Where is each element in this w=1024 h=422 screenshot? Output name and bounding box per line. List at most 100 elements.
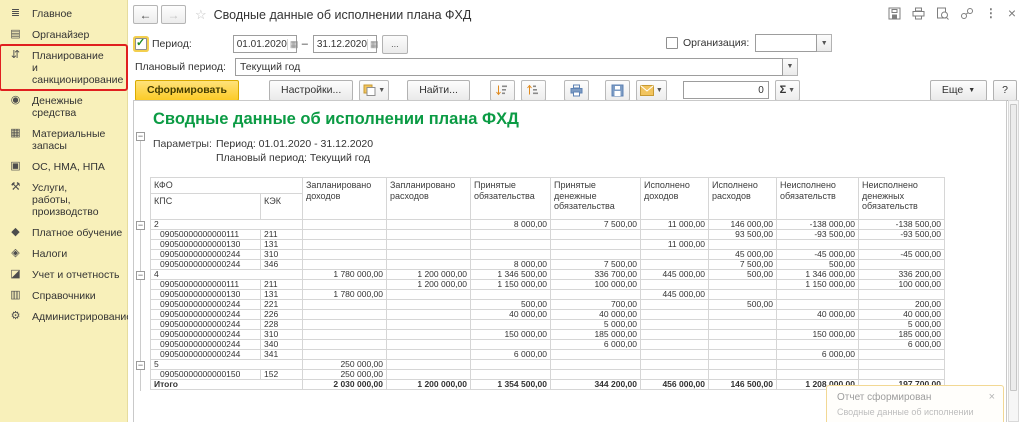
table-total-row[interactable]: Итого 2 030 000,00 1 200 000,00 1 354 500,0… bbox=[150, 379, 945, 390]
cell-value[interactable] bbox=[550, 249, 641, 260]
cell-value[interactable]: 6 000,00 bbox=[470, 349, 551, 360]
cell-value[interactable]: 7 500,00 bbox=[708, 259, 777, 270]
cell-value[interactable]: 1 150 000,00 bbox=[470, 279, 551, 290]
cell-value[interactable]: 40 000,00 bbox=[550, 309, 641, 320]
cell-kps[interactable]: 09050000000000244 bbox=[150, 339, 261, 350]
header-col[interactable]: Запланировано доходов bbox=[302, 177, 387, 220]
cell-kek[interactable]: 221 bbox=[260, 299, 303, 310]
table-row[interactable]: 09050000000000244 346 8 000,00 7 500,00 7 50… bbox=[150, 259, 945, 270]
sort-desc-button[interactable] bbox=[489, 79, 515, 101]
cell-value[interactable]: 11 000,00 bbox=[640, 239, 709, 250]
cell-kek[interactable]: 226 bbox=[260, 309, 303, 320]
header-col[interactable]: Принятые обязательства bbox=[470, 177, 551, 220]
cell-value[interactable] bbox=[302, 299, 387, 310]
cell-value[interactable] bbox=[386, 309, 471, 320]
cell-value[interactable] bbox=[302, 339, 387, 350]
table-row[interactable]: 09050000000000130 131 11 000,00 bbox=[150, 239, 945, 250]
cell-value[interactable] bbox=[470, 319, 551, 330]
cell-value[interactable]: 8 000,00 bbox=[470, 219, 551, 230]
cell-kps[interactable]: 09050000000000244 bbox=[150, 309, 261, 320]
table-row[interactable]: 09050000000000130 131 1 780 000,00 445 000,… bbox=[150, 289, 945, 300]
cell-value[interactable]: 8 000,00 bbox=[470, 259, 551, 270]
table-row[interactable]: 09050000000000150 152 250 000,00 bbox=[150, 369, 945, 380]
back-button[interactable]: ← bbox=[133, 5, 158, 24]
cell-kek[interactable]: 346 bbox=[260, 259, 303, 270]
cell-value[interactable]: 93 500,00 bbox=[708, 229, 777, 240]
cell-value[interactable]: 146 000,00 bbox=[708, 219, 777, 230]
cell-value[interactable] bbox=[386, 239, 471, 250]
cell-kfo-group[interactable]: 4 bbox=[150, 269, 303, 280]
cell-value[interactable] bbox=[776, 339, 859, 350]
cell-value[interactable]: 185 000,00 bbox=[550, 329, 641, 340]
cell-value[interactable] bbox=[386, 349, 471, 360]
toast-close-icon[interactable]: × bbox=[988, 391, 995, 403]
cell-value[interactable] bbox=[776, 369, 859, 380]
cell-value[interactable] bbox=[776, 289, 859, 300]
group-expander[interactable]: − bbox=[136, 220, 145, 230]
vertical-scrollbar[interactable] bbox=[1008, 100, 1019, 422]
cell-value[interactable] bbox=[858, 289, 945, 300]
cell-value[interactable] bbox=[470, 339, 551, 350]
table-row[interactable]: 09050000000000244 226 40 000,00 40 000,00 40… bbox=[150, 309, 945, 320]
cell-value[interactable] bbox=[386, 289, 471, 300]
cell-value[interactable]: 1 200 000,00 bbox=[386, 269, 471, 280]
cell-value[interactable]: 11 000,00 bbox=[640, 219, 709, 230]
cell-value[interactable]: 40 000,00 bbox=[858, 309, 945, 320]
cell-value[interactable]: 1 354 500,00 bbox=[470, 379, 551, 390]
cell-value[interactable] bbox=[708, 319, 777, 330]
sidebar-item-main[interactable]: ≣ Главное bbox=[0, 3, 127, 24]
plan-period-combo[interactable]: Текущий год bbox=[234, 57, 783, 76]
cell-value[interactable] bbox=[640, 369, 709, 380]
close-icon[interactable]: × bbox=[1007, 5, 1016, 21]
cell-value[interactable]: 250 000,00 bbox=[302, 369, 387, 380]
cell-value[interactable]: 40 000,00 bbox=[776, 309, 859, 320]
cell-value[interactable]: 344 200,00 bbox=[550, 379, 641, 390]
help-button[interactable]: ? bbox=[993, 79, 1017, 101]
period-from-field[interactable]: 01.01.2020 ▦ bbox=[232, 35, 298, 53]
cell-value[interactable]: 150 000,00 bbox=[776, 329, 859, 340]
cell-value[interactable] bbox=[640, 319, 709, 330]
cell-value[interactable] bbox=[640, 229, 709, 240]
cell-kek[interactable]: 340 bbox=[260, 339, 303, 350]
cell-kps[interactable]: 09050000000000244 bbox=[150, 249, 261, 260]
cell-kps[interactable]: 09050000000000150 bbox=[150, 369, 261, 380]
sidebar-item-taxes[interactable]: ◈ Налоги bbox=[0, 243, 127, 264]
header-col[interactable]: Исполнено доходов bbox=[640, 177, 709, 220]
period-checkbox[interactable] bbox=[135, 36, 147, 50]
cell-value[interactable] bbox=[386, 219, 471, 230]
cell-value[interactable] bbox=[858, 259, 945, 270]
link-icon[interactable] bbox=[960, 7, 974, 20]
cell-value[interactable] bbox=[386, 249, 471, 260]
cell-kek[interactable]: 152 bbox=[260, 369, 303, 380]
cell-value[interactable]: 1 780 000,00 bbox=[302, 269, 387, 280]
cell-value[interactable]: 500,00 bbox=[708, 269, 777, 280]
cell-value[interactable] bbox=[302, 259, 387, 270]
cell-value[interactable]: 45 000,00 bbox=[708, 249, 777, 260]
cell-kek[interactable]: 341 bbox=[260, 349, 303, 360]
cell-value[interactable]: 1 346 500,00 bbox=[470, 269, 551, 280]
cell-value[interactable] bbox=[302, 279, 387, 290]
table-row[interactable]: 09050000000000244 341 6 000,00 6 000,00 bbox=[150, 349, 945, 360]
cell-total-label[interactable]: Итого bbox=[150, 379, 303, 390]
cell-kek[interactable]: 131 bbox=[260, 239, 303, 250]
cell-value[interactable]: 456 000,00 bbox=[640, 379, 709, 390]
cell-value[interactable]: 40 000,00 bbox=[470, 309, 551, 320]
cell-value[interactable] bbox=[470, 229, 551, 240]
cell-value[interactable] bbox=[470, 289, 551, 300]
cell-value[interactable] bbox=[302, 329, 387, 340]
cell-value[interactable]: 6 000,00 bbox=[776, 349, 859, 360]
save-file-button[interactable] bbox=[604, 79, 630, 101]
cell-value[interactable] bbox=[386, 329, 471, 340]
cell-value[interactable] bbox=[386, 339, 471, 350]
sidebar-item-assets[interactable]: ▣ ОС, НМА, НПА bbox=[0, 156, 127, 177]
cell-value[interactable] bbox=[776, 319, 859, 330]
header-col[interactable]: Исполнено расходов bbox=[708, 177, 777, 220]
table-row[interactable]: 09050000000000244 340 6 000,00 6 000,00 bbox=[150, 339, 945, 350]
sidebar-item-administration[interactable]: ⚙ Администрирование bbox=[0, 306, 133, 327]
print-icon[interactable] bbox=[912, 7, 925, 20]
cell-value[interactable] bbox=[640, 249, 709, 260]
cell-value[interactable] bbox=[386, 359, 471, 370]
cell-value[interactable]: 5 000,00 bbox=[858, 319, 945, 330]
cell-value[interactable] bbox=[386, 259, 471, 270]
organization-checkbox[interactable] bbox=[666, 37, 678, 49]
